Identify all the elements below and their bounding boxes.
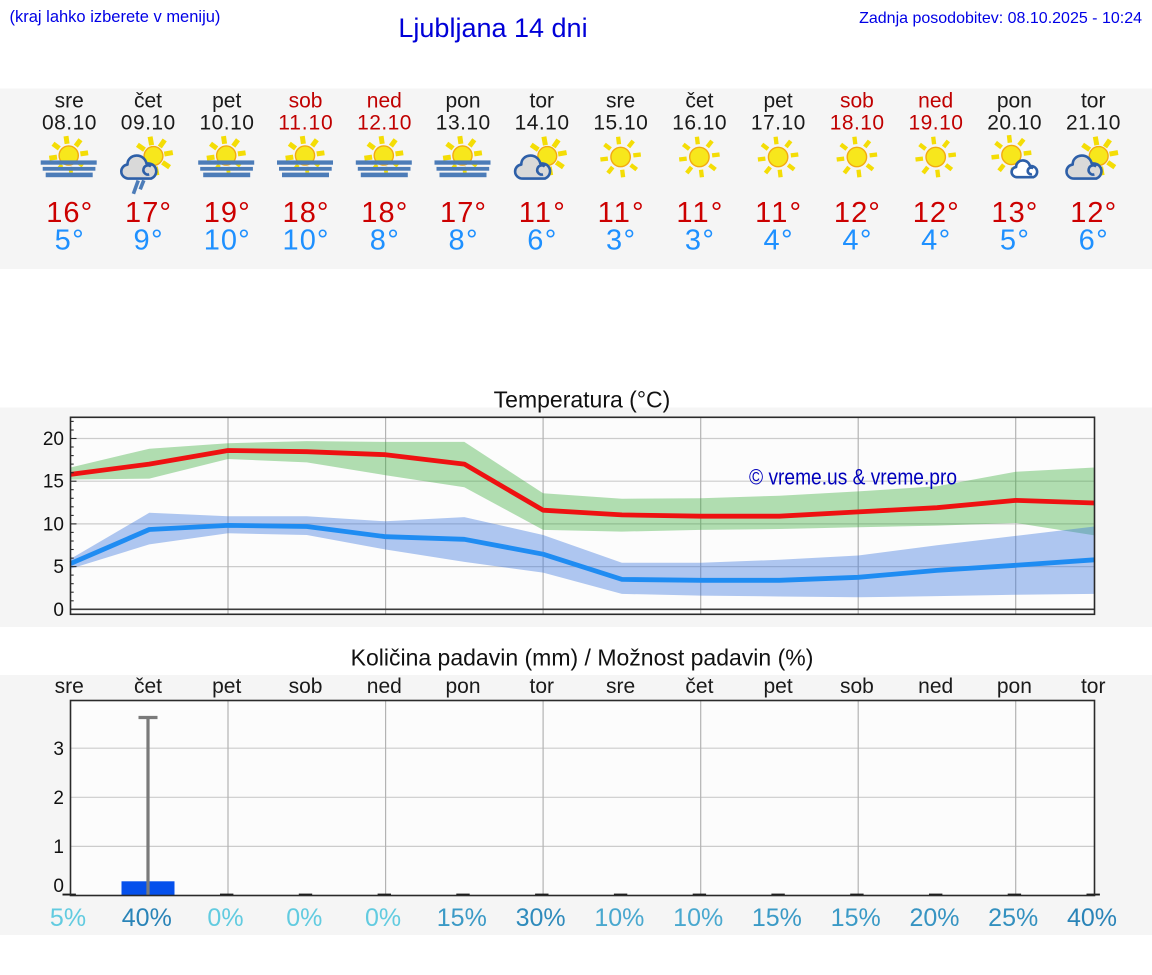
svg-text:08.10: 08.10 bbox=[42, 112, 96, 135]
svg-text:Temperatura (°C): Temperatura (°C) bbox=[494, 387, 671, 413]
svg-text:15%: 15% bbox=[831, 904, 881, 932]
svg-text:tor: tor bbox=[530, 675, 555, 698]
svg-text:10%: 10% bbox=[594, 904, 644, 932]
svg-text:tor: tor bbox=[1081, 675, 1106, 698]
svg-text:pet: pet bbox=[763, 90, 792, 113]
svg-text:3°: 3° bbox=[685, 225, 714, 257]
svg-text:11°: 11° bbox=[755, 197, 801, 229]
svg-text:25%: 25% bbox=[988, 904, 1038, 932]
svg-text:3: 3 bbox=[53, 739, 64, 760]
svg-text:5°: 5° bbox=[55, 225, 84, 257]
svg-text:pet: pet bbox=[763, 675, 792, 698]
svg-text:15: 15 bbox=[43, 472, 64, 493]
svg-text:4°: 4° bbox=[764, 225, 793, 257]
svg-text:pet: pet bbox=[212, 675, 241, 698]
svg-text:sob: sob bbox=[289, 90, 323, 113]
svg-text:18°: 18° bbox=[283, 197, 329, 229]
svg-text:čet: čet bbox=[134, 675, 162, 698]
svg-text:3°: 3° bbox=[606, 225, 635, 257]
svg-text:12°: 12° bbox=[913, 197, 959, 229]
svg-text:4°: 4° bbox=[921, 225, 950, 257]
svg-text:pon: pon bbox=[445, 675, 480, 698]
svg-text:19°: 19° bbox=[204, 197, 250, 229]
svg-text:10.10: 10.10 bbox=[200, 112, 254, 135]
svg-text:40%: 40% bbox=[122, 904, 172, 932]
svg-text:13.10: 13.10 bbox=[436, 112, 490, 135]
svg-text:5: 5 bbox=[53, 557, 64, 578]
svg-text:0%: 0% bbox=[286, 904, 322, 932]
svg-text:ned: ned bbox=[918, 675, 953, 698]
svg-text:čet: čet bbox=[685, 675, 713, 698]
svg-text:sre: sre bbox=[55, 90, 84, 113]
svg-text:čet: čet bbox=[134, 90, 162, 113]
svg-text:12°: 12° bbox=[834, 197, 880, 229]
svg-text:ned: ned bbox=[367, 90, 402, 113]
svg-text:12.10: 12.10 bbox=[357, 112, 411, 135]
svg-text:19.10: 19.10 bbox=[909, 112, 963, 135]
svg-text:tor: tor bbox=[530, 90, 555, 113]
svg-text:18.10: 18.10 bbox=[830, 112, 884, 135]
svg-text:© vreme.us & vreme.pro: © vreme.us & vreme.pro bbox=[749, 464, 957, 489]
svg-text:ned: ned bbox=[918, 90, 953, 113]
svg-text:0: 0 bbox=[53, 600, 64, 621]
svg-text:čet: čet bbox=[685, 90, 713, 113]
svg-text:11°: 11° bbox=[519, 197, 565, 229]
svg-text:17.10: 17.10 bbox=[751, 112, 805, 135]
svg-text:15%: 15% bbox=[752, 904, 802, 932]
svg-text:sob: sob bbox=[840, 675, 874, 698]
svg-text:pon: pon bbox=[445, 90, 480, 113]
svg-text:pon: pon bbox=[997, 90, 1032, 113]
svg-text:Ljubljana 14 dni: Ljubljana 14 dni bbox=[398, 13, 587, 43]
svg-text:4°: 4° bbox=[842, 225, 871, 257]
svg-text:2: 2 bbox=[53, 788, 64, 809]
svg-text:(kraj lahko izberete v meniju): (kraj lahko izberete v meniju) bbox=[10, 8, 221, 26]
svg-text:sre: sre bbox=[606, 90, 635, 113]
svg-text:40%: 40% bbox=[1067, 904, 1117, 932]
svg-text:pet: pet bbox=[212, 90, 241, 113]
svg-text:09.10: 09.10 bbox=[121, 112, 175, 135]
svg-text:5°: 5° bbox=[1000, 225, 1029, 257]
svg-text:17°: 17° bbox=[125, 197, 171, 229]
svg-text:12°: 12° bbox=[1070, 197, 1116, 229]
svg-text:18°: 18° bbox=[361, 197, 407, 229]
svg-text:Zadnja posodobitev: 08.10.2025: Zadnja posodobitev: 08.10.2025 - 10:24 bbox=[859, 10, 1142, 27]
svg-text:13°: 13° bbox=[991, 197, 1037, 229]
svg-text:16°: 16° bbox=[46, 197, 92, 229]
svg-text:8°: 8° bbox=[448, 225, 477, 257]
svg-text:11°: 11° bbox=[598, 197, 644, 229]
svg-text:pon: pon bbox=[997, 675, 1032, 698]
svg-text:10°: 10° bbox=[283, 225, 329, 257]
svg-text:0%: 0% bbox=[207, 904, 243, 932]
svg-text:15.10: 15.10 bbox=[593, 112, 647, 135]
svg-text:sre: sre bbox=[606, 675, 635, 698]
svg-text:11.10: 11.10 bbox=[278, 112, 332, 135]
svg-text:11°: 11° bbox=[676, 197, 722, 229]
svg-text:0: 0 bbox=[53, 876, 64, 897]
svg-text:20: 20 bbox=[43, 429, 64, 450]
svg-text:10°: 10° bbox=[204, 225, 250, 257]
svg-text:6°: 6° bbox=[527, 225, 556, 257]
svg-text:sob: sob bbox=[840, 90, 874, 113]
svg-text:14.10: 14.10 bbox=[515, 112, 569, 135]
svg-text:17°: 17° bbox=[440, 197, 486, 229]
svg-text:1: 1 bbox=[53, 837, 64, 858]
svg-text:0%: 0% bbox=[365, 904, 401, 932]
svg-text:tor: tor bbox=[1081, 90, 1106, 113]
svg-text:10%: 10% bbox=[673, 904, 723, 932]
svg-text:8°: 8° bbox=[370, 225, 399, 257]
svg-text:21.10: 21.10 bbox=[1066, 112, 1120, 135]
svg-text:sre: sre bbox=[55, 675, 84, 698]
svg-text:Količina padavin (mm) / Možnos: Količina padavin (mm) / Možnost padavin … bbox=[351, 645, 814, 671]
svg-text:9°: 9° bbox=[133, 225, 162, 257]
svg-text:20%: 20% bbox=[909, 904, 959, 932]
svg-text:30%: 30% bbox=[516, 904, 566, 932]
svg-text:16.10: 16.10 bbox=[672, 112, 726, 135]
svg-text:5%: 5% bbox=[50, 904, 86, 932]
svg-text:sob: sob bbox=[289, 675, 323, 698]
svg-text:6°: 6° bbox=[1079, 225, 1108, 257]
svg-text:20.10: 20.10 bbox=[987, 112, 1041, 135]
svg-text:ned: ned bbox=[367, 675, 402, 698]
svg-text:10: 10 bbox=[43, 514, 64, 535]
svg-text:15%: 15% bbox=[437, 904, 487, 932]
